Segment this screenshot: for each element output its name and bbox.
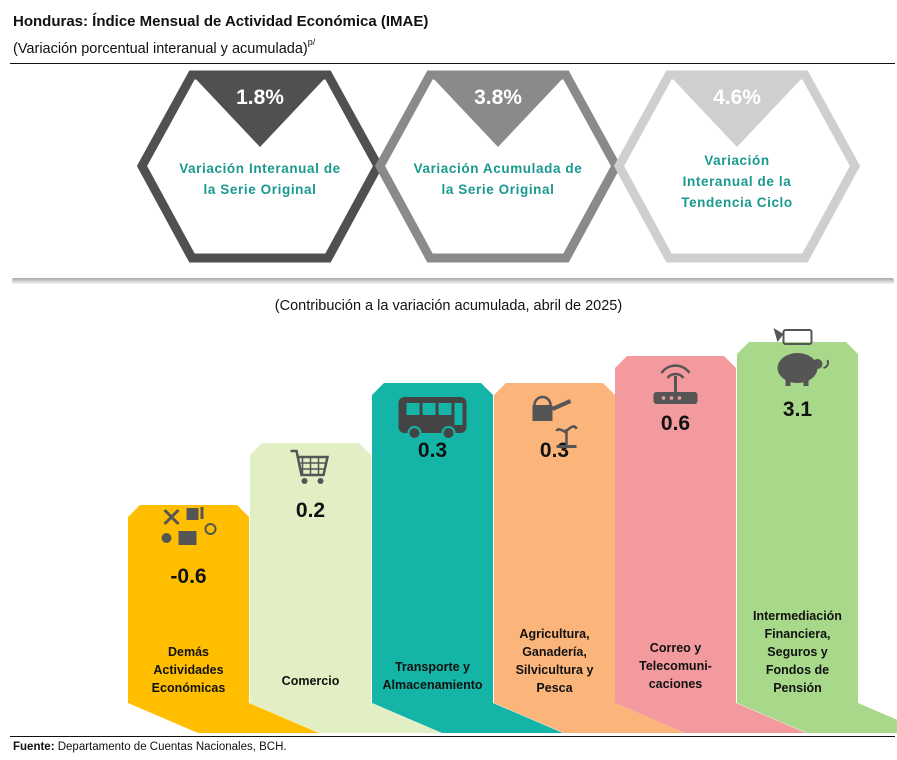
bar-category-label: Financiera, <box>765 627 831 641</box>
bar-category-label: Actividades <box>153 663 223 677</box>
indicator-label: Variación Interanual de la Tendencia Ciclo <box>632 150 842 213</box>
indicator-label-line: Variación Acumulada de <box>413 161 583 176</box>
bar-category-label: Pesca <box>536 681 573 695</box>
bar-value-label: 0.2 <box>296 499 325 522</box>
bar <box>372 383 493 703</box>
indicator-label-line: Variación <box>704 153 770 168</box>
bar-group: 3.1 Intermediación Financiera, Seguros y Fon… <box>737 328 897 733</box>
router-icon <box>653 364 698 404</box>
bar <box>615 356 736 703</box>
bar-category-label: caciones <box>649 677 703 691</box>
page-title: Honduras: Índice Mensual de Actividad Ec… <box>13 13 429 30</box>
bar <box>128 505 249 703</box>
bar-category-label: Demás <box>168 645 209 659</box>
bar-fold <box>128 703 319 733</box>
bar-category-label: Fondos de <box>766 663 829 677</box>
bar-fold <box>372 703 563 733</box>
indicator-value-triangle <box>192 75 328 147</box>
indicator-value-triangle <box>430 75 566 147</box>
bar-category-label: Comercio <box>282 674 340 688</box>
page-subtitle: (Variación porcentual interanual y acumu… <box>13 37 315 57</box>
bar-fold <box>250 703 441 733</box>
bus-icon <box>398 397 467 440</box>
source-note: Fuente: Departamento de Cuentas Nacional… <box>13 741 287 753</box>
indicator-label-line: Variación Interanual de <box>179 161 341 176</box>
bar-group: 0.3 Transporte y Almacenamiento <box>372 383 563 733</box>
indicator-label-line: Tendencia Ciclo <box>681 195 793 210</box>
bar-category-label: Económicas <box>152 681 226 695</box>
indicator-label-line: la Serie Original <box>203 182 317 197</box>
bar-group: 0.3 Agricultura, Ganadería, Silvicultura y P… <box>494 383 685 733</box>
piggy-bank-icon <box>773 328 829 386</box>
bar <box>250 443 371 703</box>
indicator-label-line: Interanual de la <box>682 174 792 189</box>
bar-fold <box>737 703 897 733</box>
indicator-label: Variación Acumulada de la Serie Original <box>393 158 603 200</box>
indicator-label: Variación Interanual de la Serie Original <box>155 158 365 200</box>
bar-category-label: Seguros y <box>767 645 827 659</box>
indicator-value: 4.6% <box>713 86 761 109</box>
bar-fold <box>494 703 685 733</box>
source-label: Fuente: <box>13 741 55 753</box>
bar-value-label: 0.6 <box>661 412 690 435</box>
bar-category-label: Transporte y <box>395 660 470 674</box>
section-divider <box>12 278 894 284</box>
source-text: Departamento de Cuentas Nacionales, BCH. <box>57 741 287 753</box>
indicator-hexagons <box>136 70 861 263</box>
bar-group: -0.6 Demás Actividades Económicas <box>128 505 319 733</box>
bar-category-label: Agricultura, <box>519 627 589 641</box>
bar-category-label: Telecomuni- <box>639 659 712 673</box>
bar-category-label: Ganadería, <box>522 645 587 659</box>
industry-icons <box>161 507 217 545</box>
watering-can-icon <box>532 395 578 448</box>
bar-group: 0.6 Correo y Telecomuni-caciones <box>615 356 806 733</box>
top-divider <box>10 63 895 64</box>
subtitle-note: p/ <box>307 37 316 47</box>
bar-value-label: 3.1 <box>783 398 813 421</box>
bar-category-label: Silvicultura y <box>516 663 594 677</box>
shopping-cart-icon <box>290 449 330 484</box>
chart-title: (Contribución a la variación acumulada, … <box>274 298 623 314</box>
bar-value-label: 0.3 <box>418 439 447 462</box>
bar-fold <box>615 703 806 733</box>
bottom-divider <box>10 736 895 737</box>
bar <box>494 383 615 703</box>
subtitle-text: (Variación porcentual interanual y acumu… <box>13 41 308 57</box>
bar-group: 0.2 Comercio <box>250 443 441 733</box>
bar <box>737 342 858 703</box>
bar-value-label: -0.6 <box>170 565 206 588</box>
indicator-value: 1.8% <box>236 86 284 109</box>
bar-category-label: Pensión <box>773 681 822 695</box>
bar-category-label: Correo y <box>650 641 701 655</box>
indicator-label-line: la Serie Original <box>441 182 555 197</box>
bar-category-label: Intermediación <box>753 609 842 623</box>
contribution-chart: -0.6 Demás Actividades Económicas 0.2 Comerci… <box>128 328 897 733</box>
bar-value-label: 0.3 <box>540 439 569 462</box>
bar-category-label: Almacenamiento <box>382 678 482 692</box>
indicator-value: 3.8% <box>474 86 522 109</box>
indicator-value-triangle <box>669 75 805 147</box>
